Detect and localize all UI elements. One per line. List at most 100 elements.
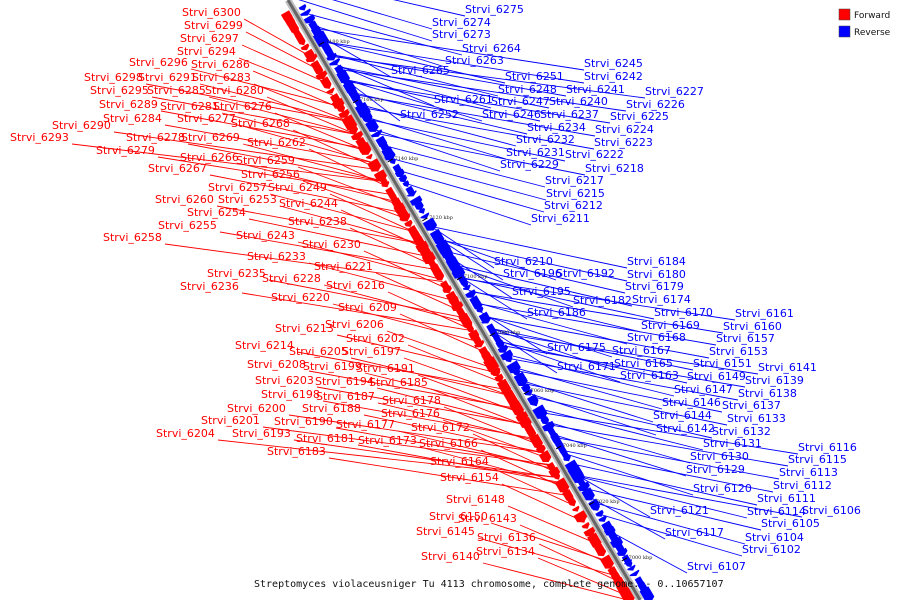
gene-label: Strvi_6260 (155, 193, 214, 206)
gene-features (280, 4, 655, 600)
leader-line (308, 262, 455, 301)
gene-label: Strvi_6214 (235, 339, 294, 352)
gene-label: Strvi_6198 (261, 388, 320, 401)
gene-arrow (595, 509, 604, 517)
genome-backbone (284, 0, 644, 600)
gene-label: Strvi_6202 (346, 332, 405, 345)
gene-label: Strvi_6164 (430, 455, 489, 468)
gene-arrow (465, 289, 477, 298)
gene-label: Strvi_6262 (247, 136, 306, 149)
gene-arrow (402, 180, 410, 187)
gene-label: Strvi_6241 (566, 83, 625, 96)
leader-line (363, 414, 544, 453)
gene-label: Strvi_6296 (129, 56, 188, 69)
gene-arrow (623, 593, 633, 600)
leader-line (407, 344, 503, 383)
gene-label: Strvi_6266 (180, 151, 239, 164)
gene-label: Strvi_6142 (656, 422, 715, 435)
gene-label: Strvi_6161 (735, 307, 794, 320)
gene-label: Strvi_6143 (458, 512, 517, 525)
gene-arrow (581, 522, 590, 529)
gene-arrow (511, 367, 521, 376)
leader-line (145, 83, 349, 122)
gene-label: Strvi_6129 (686, 463, 745, 476)
gene-arrow (616, 547, 628, 556)
leader-line (245, 31, 319, 70)
gene-label: Strvi_6229 (500, 158, 559, 171)
leader-line (302, 180, 406, 219)
gene-label: Strvi_6281 (160, 100, 219, 113)
gene-label: Strvi_6171 (557, 360, 616, 373)
leader-line (430, 388, 528, 427)
gene-label: Strvi_6265 (391, 64, 450, 77)
gene-arrow (542, 455, 551, 462)
gene-label: Strvi_6165 (614, 357, 673, 370)
gene-label: Strvi_6218 (585, 162, 644, 175)
leader-line (501, 483, 584, 522)
leader-line (322, 41, 585, 84)
gene-label: Strvi_6236 (180, 280, 239, 293)
leader-line (274, 112, 367, 151)
gene-label: Strvi_6298 (84, 71, 143, 84)
gene-arrow (627, 564, 636, 571)
gene-label: Strvi_6295 (90, 84, 149, 97)
leader-line (570, 463, 758, 506)
gene-arrow (326, 87, 335, 94)
legend-forward-swatch (838, 8, 851, 21)
gene-label: Strvi_6187 (316, 390, 375, 403)
tick-label: 7000 kbp (629, 555, 653, 561)
leader-line (242, 143, 385, 182)
gene-label: Strvi_6263 (445, 54, 504, 67)
gene-label: Strvi_6269 (181, 131, 240, 144)
leader-line (151, 96, 357, 135)
gene-label: Strvi_6300 (182, 6, 241, 19)
gene-arrow (629, 569, 640, 577)
gene-arrow (404, 219, 413, 227)
gene-label: Strvi_6168 (627, 331, 686, 344)
gene-arrow (583, 526, 596, 537)
leader-line (279, 205, 421, 244)
leader-line (540, 412, 799, 455)
gene-label: Strvi_6257 (208, 181, 267, 194)
gene-label: Strvi_6117 (665, 526, 724, 539)
leader-line (344, 79, 483, 122)
gene-label: Strvi_6231 (506, 146, 565, 159)
tick-mark (489, 332, 496, 337)
leader-line (476, 303, 717, 346)
gene-label: Strvi_6114 (747, 505, 806, 518)
gene-label: Strvi_6286 (191, 58, 250, 71)
gene-arrow (298, 38, 306, 46)
leader-line (164, 243, 443, 283)
tick-mark (555, 445, 562, 450)
gene-label: Strvi_6243 (236, 229, 295, 242)
gene-arrow (381, 181, 390, 188)
gene-label: Strvi_6111 (757, 492, 816, 505)
coordinate-ticks: 7180 kbp 7160 kbp 7140 kbp 7120 kbp 7100 kbp… (318, 39, 653, 562)
gene-arrow (505, 356, 513, 363)
leader-line (376, 387, 528, 426)
leader-line (523, 383, 728, 426)
gene-arrow (603, 525, 616, 536)
gene-label: Strvi_6213 (275, 322, 334, 335)
gene-label: Strvi_6222 (565, 148, 624, 161)
gene-arrow (494, 373, 504, 382)
leader-line (328, 457, 569, 496)
gene-arrow (497, 344, 508, 353)
gene-label: Strvi_6235 (207, 267, 266, 280)
leader-line (253, 83, 350, 122)
gene-arrow (526, 428, 535, 435)
leader-line (461, 278, 736, 321)
tick-mark (523, 390, 530, 395)
gene-arrow (462, 284, 471, 291)
gene-label: Strvi_6246 (482, 108, 541, 121)
leader-line (386, 330, 494, 369)
leader-line (293, 439, 558, 478)
gene-label: Strvi_6132 (712, 425, 771, 438)
leader-line (475, 302, 628, 345)
leader-line (297, 166, 398, 205)
leader-line (501, 345, 746, 388)
gene-arrow (298, 4, 307, 11)
gene-arrow (466, 324, 474, 333)
leader-line (538, 543, 619, 582)
gene-label: Strvi_6251 (505, 70, 564, 83)
